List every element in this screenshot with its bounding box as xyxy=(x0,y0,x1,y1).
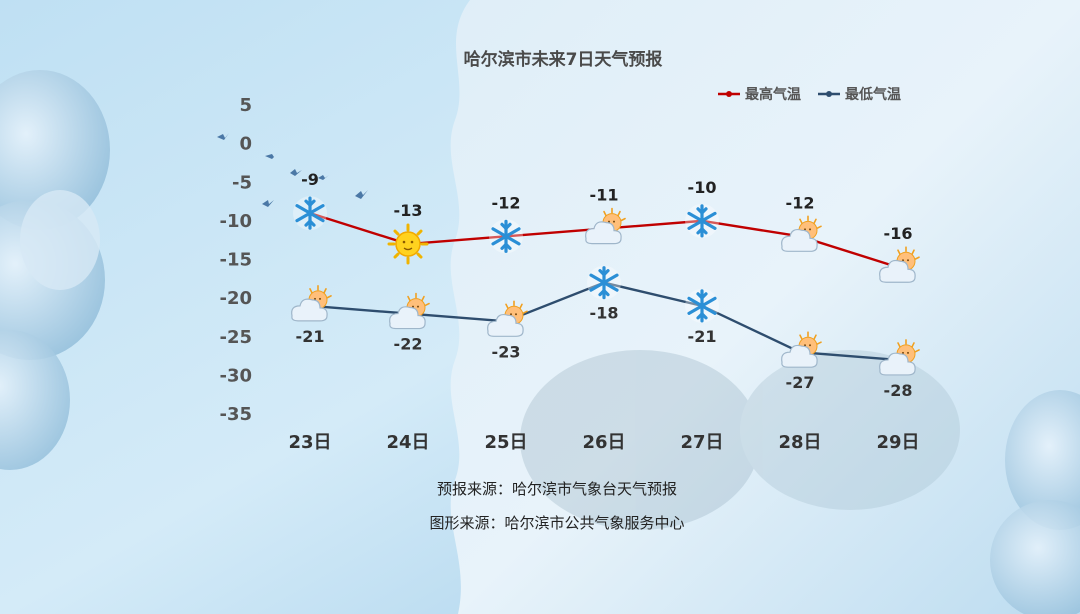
flower-decoration-left xyxy=(0,70,110,470)
data-label: -16 xyxy=(884,224,913,243)
x-tick-label: 24日 xyxy=(386,432,429,453)
y-tick-label: -15 xyxy=(219,250,252,271)
cloud-sun-icon xyxy=(878,339,920,376)
y-axis: 5 0 -5 -10 -15 -20 -25 -30 -35 xyxy=(219,95,252,425)
data-label: -23 xyxy=(492,342,521,361)
y-tick-label: -20 xyxy=(219,288,252,309)
legend-item: 最高气温 xyxy=(718,86,801,103)
y-tick-label: 0 xyxy=(239,134,252,155)
data-label: -21 xyxy=(688,327,717,346)
x-axis: 23日 24日 25日 26日 27日 28日 29日 xyxy=(288,432,919,453)
snowflake-icon xyxy=(585,264,623,302)
legend-item: 最低气温 xyxy=(818,86,901,103)
data-label: -27 xyxy=(786,373,815,392)
legend-swatch-marker xyxy=(726,91,732,97)
data-label: -11 xyxy=(590,186,619,205)
x-tick-label: 27日 xyxy=(680,432,723,453)
cloud-sun-icon xyxy=(584,207,626,245)
y-tick-label: -10 xyxy=(219,211,252,232)
x-tick-label: 25日 xyxy=(484,432,527,453)
cloud-sun-icon xyxy=(388,292,430,330)
data-label: -18 xyxy=(590,304,619,323)
snowflake-icon xyxy=(683,287,721,325)
y-tick-label: -30 xyxy=(219,365,252,386)
legend-swatch-marker xyxy=(826,91,832,97)
data-label: -12 xyxy=(786,193,815,212)
forecast-source: 预报来源：哈尔滨市气象台天气预报 xyxy=(437,480,677,498)
series-max-temp: -9 -13 -12 -11 -10 -12 -16 xyxy=(291,170,920,284)
snowflake-icon xyxy=(683,202,721,240)
cloud-sun-icon xyxy=(290,285,332,322)
data-label: -28 xyxy=(884,381,913,400)
birds-decoration xyxy=(217,133,368,207)
y-tick-label: -35 xyxy=(219,404,252,425)
data-label: -22 xyxy=(394,335,423,354)
chart-title: 哈尔滨市未来7日天气预报 xyxy=(464,49,663,70)
flower-decoration-right xyxy=(990,390,1080,614)
x-tick-label: 26日 xyxy=(582,432,625,453)
data-label: -21 xyxy=(296,327,325,346)
data-label: -12 xyxy=(492,193,521,212)
legend-label: 最高气温 xyxy=(745,86,801,103)
series-min-temp: -21 -22 -23 -18 -21 -27 -28 xyxy=(290,264,920,400)
tree-silhouette xyxy=(520,350,960,530)
snowflake-icon xyxy=(291,194,329,232)
series-layer: -9-13 -12 -11 -10-12-16-21 -22 -23-18-21-27 -2… xyxy=(290,170,920,400)
sun-icon xyxy=(387,223,429,265)
x-tick-label: 28日 xyxy=(778,432,821,453)
data-label: -10 xyxy=(688,178,717,197)
legend-label: 最低气温 xyxy=(845,86,901,103)
x-tick-label: 23日 xyxy=(288,432,331,453)
x-tick-label: 29日 xyxy=(876,432,919,453)
y-tick-label: 5 xyxy=(239,95,252,116)
data-label: -13 xyxy=(394,201,423,220)
chart-legend: 最高气温 最低气温 xyxy=(718,86,901,103)
cloud-sun-icon xyxy=(780,331,822,369)
graphic-source: 图形来源：哈尔滨市公共气象服务中心 xyxy=(429,514,684,532)
y-tick-label: -5 xyxy=(232,172,252,193)
cloud-sun-icon xyxy=(486,300,528,338)
y-tick-label: -25 xyxy=(219,327,252,348)
snowflake-icon xyxy=(487,217,525,255)
cloud-sun-icon xyxy=(878,246,920,284)
data-label: -9 xyxy=(301,170,319,189)
